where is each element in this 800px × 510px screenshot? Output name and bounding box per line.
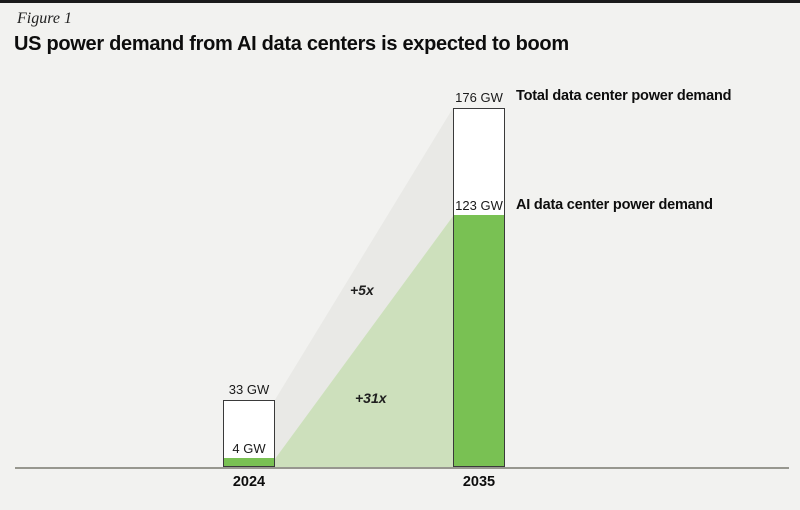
figure-number-label: Figure 1: [17, 10, 72, 27]
ai-growth-annotation: +31x: [355, 390, 387, 406]
x-tick-2024: 2024: [232, 474, 266, 490]
legend-total-label: Total data center power demand: [516, 88, 732, 104]
x-axis-line: [15, 467, 789, 469]
bar-2035-ai-fill: [454, 215, 504, 466]
page-title: US power demand from AI data centers is …: [14, 33, 569, 55]
bar-2024-total: 33 GW 4 GW: [223, 382, 275, 467]
bar-2024-total-value: 33 GW: [228, 381, 270, 397]
ai-growth-band: [275, 216, 453, 467]
top-rule: [0, 0, 800, 3]
x-tick-2035: 2035: [462, 474, 496, 490]
bar-2035-ai-value: 123 GW: [455, 198, 503, 214]
total-growth-band: [275, 108, 453, 459]
total-growth-annotation: +5x: [350, 282, 374, 298]
legend-ai-label: AI data center power demand: [516, 197, 713, 214]
bar-2035-total: 176 GW 123 GW: [453, 90, 505, 467]
bar-2035-total-value: 176 GW: [455, 90, 503, 105]
bar-2024-ai-fill: [224, 457, 274, 466]
bar-2024-ai-value: 4 GW: [232, 440, 266, 456]
